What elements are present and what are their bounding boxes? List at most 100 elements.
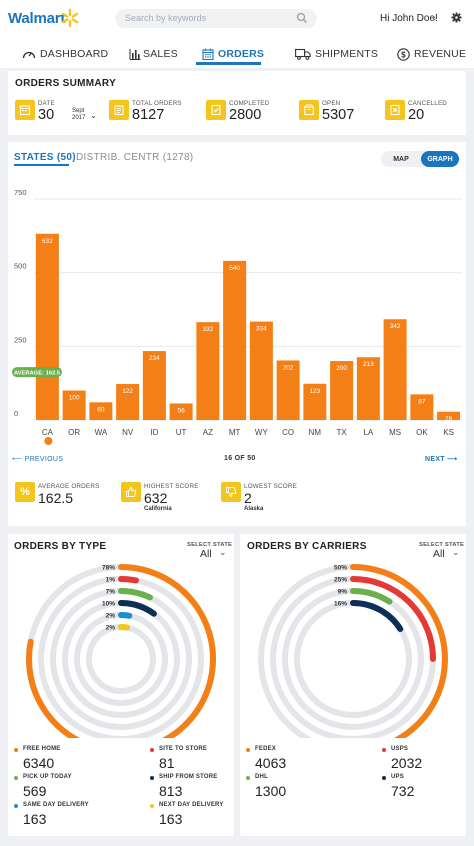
tab-states[interactable]: STATES (50) xyxy=(14,152,76,163)
top-bar: Walmart Search by keywords Hi John Doe! … xyxy=(0,0,474,40)
x-tick-label: WY xyxy=(255,428,269,437)
ring-arc[interactable] xyxy=(350,600,404,632)
bar-wa[interactable] xyxy=(89,402,113,420)
x-tick-label: KS xyxy=(443,428,454,437)
tab-dashboard[interactable]: DASHBOARD xyxy=(22,40,108,68)
summary-completed: COMPLETED 2800 xyxy=(206,100,286,126)
tab-sales[interactable]: SALES xyxy=(129,40,178,68)
y-tick-label: 500 xyxy=(14,262,27,271)
chevron-down-icon[interactable]: ⌄ xyxy=(90,111,97,120)
summary-item-value: 20 xyxy=(408,107,425,123)
ring-arc[interactable] xyxy=(118,624,130,631)
select-value: All xyxy=(200,548,212,560)
summary-item-value: 8127 xyxy=(132,107,165,123)
legend-label: UPS xyxy=(391,774,404,780)
previous-button[interactable]: ⟵ PREVIOUS xyxy=(12,456,64,463)
gear-icon[interactable] xyxy=(451,12,462,23)
ring-arc[interactable] xyxy=(26,564,216,738)
average-badge xyxy=(12,367,62,378)
cart-icon xyxy=(109,100,129,120)
tab-shipments[interactable]: SHIPMENTS xyxy=(295,40,378,68)
bar-chart-icon xyxy=(129,49,141,60)
bar-co[interactable] xyxy=(276,360,300,420)
ring-arc[interactable] xyxy=(350,576,436,662)
graph-toggle[interactable]: GRAPH xyxy=(421,151,459,167)
bar-ks[interactable] xyxy=(437,411,461,420)
gauge-icon xyxy=(22,51,36,59)
bar-ms[interactable] xyxy=(383,319,407,420)
bar-tx[interactable] xyxy=(330,361,354,420)
bar-value-label: 56 xyxy=(178,407,186,414)
bar-value-label: 540 xyxy=(229,265,240,272)
bar-ok[interactable] xyxy=(410,394,434,420)
thumbs-up-icon xyxy=(121,482,141,502)
x-tick-label: MT xyxy=(229,428,241,437)
bar-value-label: 200 xyxy=(336,365,347,372)
bar-value-label: 332 xyxy=(202,326,213,333)
bar-ca[interactable] xyxy=(35,233,59,420)
map-toggle[interactable]: MAP xyxy=(393,155,409,163)
ring-arc[interactable] xyxy=(118,588,153,601)
select-state-label: SELECT STATE xyxy=(187,542,233,548)
bar-value-label: 60 xyxy=(97,406,105,413)
svg-text:$: $ xyxy=(401,50,406,59)
brand-logo[interactable]: Walmart xyxy=(8,10,66,27)
date-label: DATE xyxy=(38,100,55,107)
bar-id[interactable] xyxy=(142,351,166,420)
bar-or[interactable] xyxy=(62,390,86,420)
tab-revenue[interactable]: $ REVENUE xyxy=(397,40,466,68)
chevron-down-icon: ⌄ xyxy=(219,547,227,557)
summary-item-label: TOTAL ORDERS xyxy=(132,100,182,107)
summary-date[interactable]: DATE 30 Sept 2017 ⌄ xyxy=(15,100,105,126)
x-tick-label: LA xyxy=(363,428,373,437)
bar-nv[interactable] xyxy=(116,384,140,420)
x-tick-label: CO xyxy=(282,428,294,437)
bar-value-label: 87 xyxy=(418,398,426,405)
tab-orders[interactable]: ORDERS xyxy=(202,40,264,68)
bar-mt[interactable] xyxy=(223,260,247,420)
bar-wy[interactable] xyxy=(249,321,273,420)
legend-value: 813 xyxy=(159,783,183,799)
ring-arc[interactable] xyxy=(118,600,157,617)
x-tick-label: TX xyxy=(337,428,348,437)
next-button[interactable]: NEXT ⟶ xyxy=(425,456,458,463)
ring-percent-label: 25% xyxy=(334,577,347,584)
legend-value: 1300 xyxy=(255,783,287,799)
legend-value: 732 xyxy=(391,783,415,799)
date-month: Sept xyxy=(72,108,85,114)
search-icon[interactable] xyxy=(296,12,308,24)
date-month-year: Sept 2017 xyxy=(72,108,85,122)
legend-label: DHL xyxy=(255,774,268,780)
search-input[interactable]: Search by keywords xyxy=(115,9,317,28)
chevron-down-icon[interactable]: ⌄ xyxy=(431,13,438,22)
type-state-select[interactable]: All ⌄ xyxy=(200,547,228,562)
carrier-state-select[interactable]: All ⌄ xyxy=(433,547,461,562)
summary-item-value: 5307 xyxy=(322,107,355,123)
tab-distribution-centers[interactable]: DISTRIB. CENTR (1278) xyxy=(76,152,194,163)
bar-az[interactable] xyxy=(196,322,220,420)
orders-by-carriers-title: ORDERS BY CARRIERS xyxy=(247,541,367,552)
stat-state: Alaska xyxy=(244,506,264,512)
legend-value: 163 xyxy=(23,811,47,827)
legend-label: SITE TO STORE xyxy=(159,746,208,752)
calendar-icon xyxy=(15,100,35,120)
x-tick-label: NV xyxy=(122,428,134,437)
thumbs-up-icon xyxy=(44,437,53,445)
ring-arc[interactable] xyxy=(350,588,393,605)
y-tick-label: 0 xyxy=(14,409,18,418)
select-state-label: SELECT STATE xyxy=(419,542,465,548)
ring-arc[interactable] xyxy=(118,576,139,584)
user-menu[interactable]: Hi John Doe! xyxy=(380,13,438,24)
legend-label: FEDEX xyxy=(255,746,277,752)
bar-ut[interactable] xyxy=(169,403,193,420)
bar-la[interactable] xyxy=(356,357,380,420)
legend-dot xyxy=(246,748,250,752)
ring-arc[interactable] xyxy=(350,564,448,738)
bar-nm[interactable] xyxy=(303,383,327,420)
bar-value-label: 342 xyxy=(390,323,401,330)
x-tick-label: UT xyxy=(176,428,187,437)
ring-arc[interactable] xyxy=(118,612,133,619)
legend-dot xyxy=(382,748,386,752)
bar-value-label: 123 xyxy=(309,388,320,395)
legend-dot xyxy=(382,776,386,780)
